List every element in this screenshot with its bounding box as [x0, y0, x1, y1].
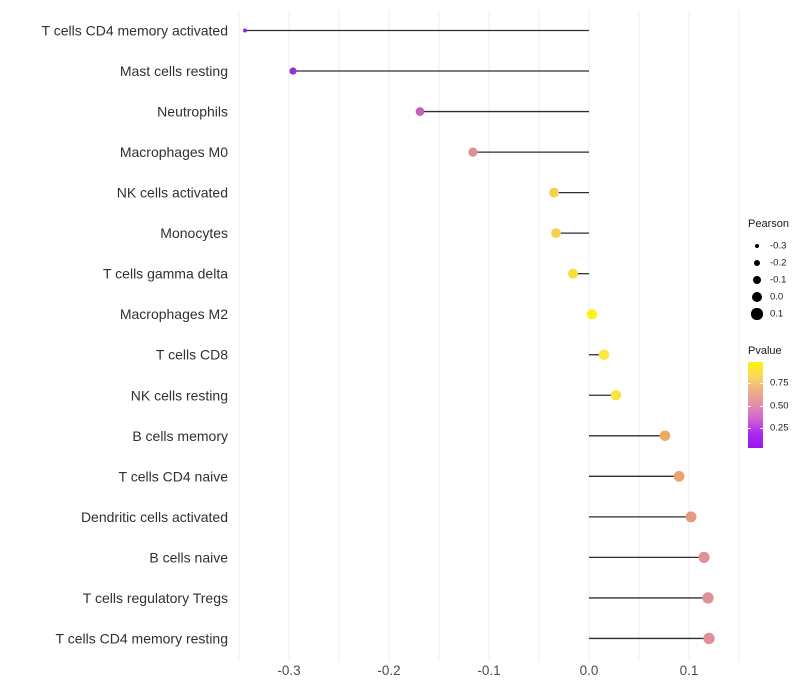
pvalue-colorbar-tick [760, 405, 763, 407]
lollipop-dot [698, 551, 710, 563]
pvalue-legend-title: Pvalue [748, 345, 782, 357]
pvalue-colorbar [748, 362, 763, 448]
size-legend-label: 0.1 [770, 308, 784, 320]
category-label: T cells regulatory Tregs [83, 590, 228, 606]
category-label: NK cells resting [131, 387, 228, 403]
lollipop-dot [610, 390, 622, 401]
lollipop-dot [598, 349, 610, 360]
pearson-legend-title: Pearson [748, 218, 789, 230]
lollipop-dot [289, 67, 297, 75]
category-label: T cells CD4 naive [119, 468, 229, 484]
category-label: B cells naive [149, 549, 228, 565]
lollipop-dot [468, 147, 478, 157]
pvalue-colorbar-tick [760, 428, 763, 429]
lollipop-dot [415, 107, 425, 116]
pvalue-legend-label: 0.50 [770, 400, 789, 411]
size-legend-label: -0.2 [770, 257, 787, 269]
category-label: Macrophages M0 [120, 144, 228, 160]
pvalue-legend-label: 0.25 [770, 422, 789, 434]
pvalue-colorbar-tick [748, 383, 751, 384]
lollipop-dot [568, 268, 578, 279]
pvalue-legend-label: 0.75 [770, 377, 789, 389]
x-tick-label: -0.3 [277, 663, 300, 678]
size-legend-label: -0.1 [770, 274, 787, 286]
x-tick-label: 0.0 [580, 663, 599, 678]
category-label: T cells gamma delta [103, 266, 228, 282]
category-label: Dendritic cells activated [81, 509, 228, 525]
category-label: Mast cells resting [120, 63, 228, 79]
x-tick-label: 0.1 [680, 663, 699, 678]
size-legend-dot [754, 243, 760, 249]
category-label: Macrophages M2 [120, 306, 228, 322]
category-label: B cells memory [132, 428, 228, 444]
x-tick-label: -0.1 [477, 663, 500, 678]
pvalue-colorbar-tick [760, 383, 763, 384]
size-legend-dot [751, 308, 763, 320]
lollipop-dot [243, 28, 247, 33]
lollipop-dot [703, 632, 715, 645]
lollipop-dot [673, 470, 685, 482]
category-label: Neutrophils [157, 104, 228, 120]
size-legend-dot [752, 275, 762, 285]
category-label: T cells CD4 memory resting [56, 630, 228, 646]
x-tick-label: -0.2 [377, 663, 400, 678]
lollipop-dot [586, 309, 598, 320]
lollipop-dot [659, 430, 671, 442]
pvalue-colorbar-tick [748, 428, 751, 429]
size-legend-label: -0.3 [770, 240, 787, 252]
category-label: Monocytes [160, 225, 228, 241]
size-legend-dot [751, 291, 763, 303]
lollipop-dot [551, 228, 561, 239]
category-label: T cells CD8 [156, 347, 228, 363]
lollipop-dot [549, 187, 559, 198]
pvalue-colorbar-tick [748, 405, 751, 407]
category-label: T cells CD4 memory activated [42, 23, 228, 39]
lollipop-dot [702, 592, 714, 604]
size-legend-label: 0.0 [770, 291, 784, 303]
category-label: NK cells activated [117, 185, 228, 201]
size-legend-dot [753, 259, 761, 267]
lollipop-dot [685, 511, 697, 523]
